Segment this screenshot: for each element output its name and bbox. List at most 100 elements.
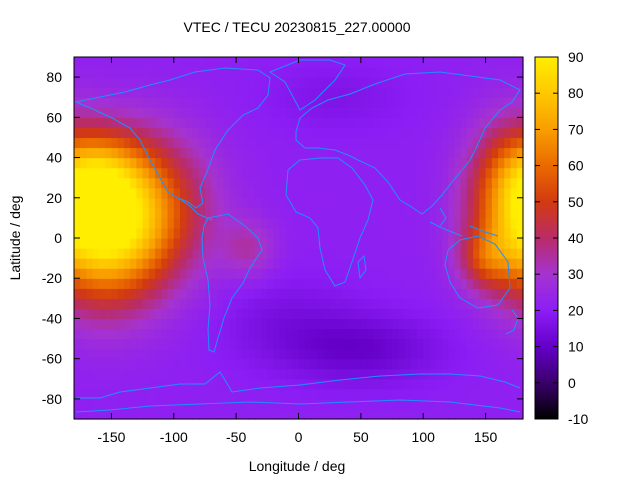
heatmap-cell: [335, 398, 343, 410]
heatmap-cell: [491, 388, 499, 400]
heatmap-cell: [448, 207, 456, 219]
heatmap-cell: [479, 338, 487, 350]
heatmap-cell: [186, 258, 194, 269]
heatmap-cell: [105, 67, 113, 78]
heatmap-cell: [354, 268, 362, 279]
heatmap-cell: [392, 217, 399, 229]
heatmap-cell: [498, 368, 505, 380]
heatmap-cell: [292, 147, 300, 159]
heatmap-cell: [329, 298, 337, 309]
heatmap-cell: [317, 388, 325, 400]
heatmap-cell: [479, 107, 487, 118]
heatmap-cell: [142, 308, 150, 320]
heatmap-cell: [142, 258, 150, 269]
heatmap-cell: [98, 398, 106, 410]
heatmap-cell: [279, 157, 287, 169]
heatmap-cell: [466, 207, 474, 219]
heatmap-cell: [292, 328, 300, 340]
heatmap-cell: [98, 288, 106, 299]
heatmap-cell: [448, 288, 456, 299]
heatmap-cell: [448, 57, 456, 68]
heatmap-cell: [92, 398, 100, 410]
heatmap-cell: [335, 328, 343, 340]
heatmap-cell: [466, 368, 474, 380]
heatmap-cell: [410, 388, 418, 400]
heatmap-cell: [130, 378, 137, 390]
heatmap-cell: [292, 117, 300, 128]
heatmap-cell: [180, 368, 187, 380]
heatmap-cell: [211, 107, 219, 118]
heatmap-cell: [192, 308, 200, 320]
heatmap-cell: [223, 57, 231, 68]
heatmap-cell: [317, 127, 325, 139]
heatmap-cell: [317, 107, 325, 118]
heatmap-cell: [204, 398, 212, 410]
heatmap-cell: [504, 147, 512, 159]
heatmap-cell: [279, 408, 287, 420]
heatmap-cell: [117, 187, 125, 199]
heatmap-cell: [317, 308, 325, 320]
x-tick-label: -50: [226, 429, 246, 445]
heatmap-cell: [373, 77, 381, 88]
heatmap-cell: [379, 358, 387, 370]
heatmap-cell: [105, 248, 113, 259]
heatmap-cell: [292, 348, 300, 360]
heatmap-cell: [379, 217, 387, 229]
heatmap-cell: [460, 348, 468, 360]
heatmap-cell: [167, 77, 175, 88]
heatmap-cell: [204, 388, 212, 400]
heatmap-cell: [192, 238, 200, 249]
heatmap-cell: [123, 318, 131, 330]
heatmap-cell: [342, 227, 349, 239]
heatmap-cell: [473, 107, 480, 118]
heatmap-cell: [92, 338, 100, 350]
heatmap-cell: [186, 77, 194, 88]
heatmap-cell: [80, 248, 88, 259]
heatmap-cell: [142, 87, 150, 98]
heatmap-cell: [211, 87, 219, 98]
heatmap-cell: [498, 338, 505, 350]
heatmap-cell: [92, 358, 100, 370]
heatmap-cell: [360, 197, 368, 209]
heatmap-cell: [211, 368, 219, 380]
heatmap-cell: [248, 298, 256, 309]
heatmap-cell: [354, 248, 362, 259]
heatmap-cell: [310, 147, 318, 159]
heatmap-cell: [161, 248, 169, 259]
heatmap-cell: [454, 338, 462, 350]
heatmap-cell: [180, 207, 187, 219]
heatmap-cell: [136, 207, 144, 219]
heatmap-cell: [273, 368, 281, 380]
heatmap-cell: [173, 57, 181, 68]
heatmap-cell: [192, 107, 200, 118]
heatmap-cell: [180, 157, 187, 169]
heatmap-cell: [80, 177, 88, 189]
coastline-europe-asia: [295, 71, 521, 215]
heatmap-cell: [435, 177, 443, 189]
heatmap-cell: [473, 87, 480, 98]
heatmap-cell: [473, 258, 480, 269]
heatmap-cell: [254, 328, 262, 340]
heatmap-cell: [423, 127, 431, 139]
heatmap-cell: [466, 358, 474, 370]
heatmap-cell: [286, 328, 293, 340]
heatmap-cell: [504, 97, 512, 108]
heatmap-cell: [510, 388, 518, 400]
heatmap-cell: [373, 127, 381, 139]
heatmap-cell: [123, 378, 131, 390]
heatmap-cell: [223, 167, 231, 179]
heatmap-cell: [105, 368, 113, 380]
heatmap-cell: [223, 278, 231, 289]
heatmap-cell: [460, 328, 468, 340]
heatmap-cell: [479, 167, 487, 179]
heatmap-cell: [342, 137, 349, 149]
heatmap-cell: [204, 97, 212, 108]
heatmap-cell: [161, 348, 169, 360]
heatmap-cell: [279, 107, 287, 118]
heatmap-cell: [429, 137, 437, 149]
heatmap-cell: [123, 137, 131, 149]
heatmap-cell: [161, 308, 169, 320]
heatmap-cell: [323, 358, 331, 370]
heatmap-cell: [273, 248, 281, 259]
heatmap-cell: [180, 57, 187, 68]
